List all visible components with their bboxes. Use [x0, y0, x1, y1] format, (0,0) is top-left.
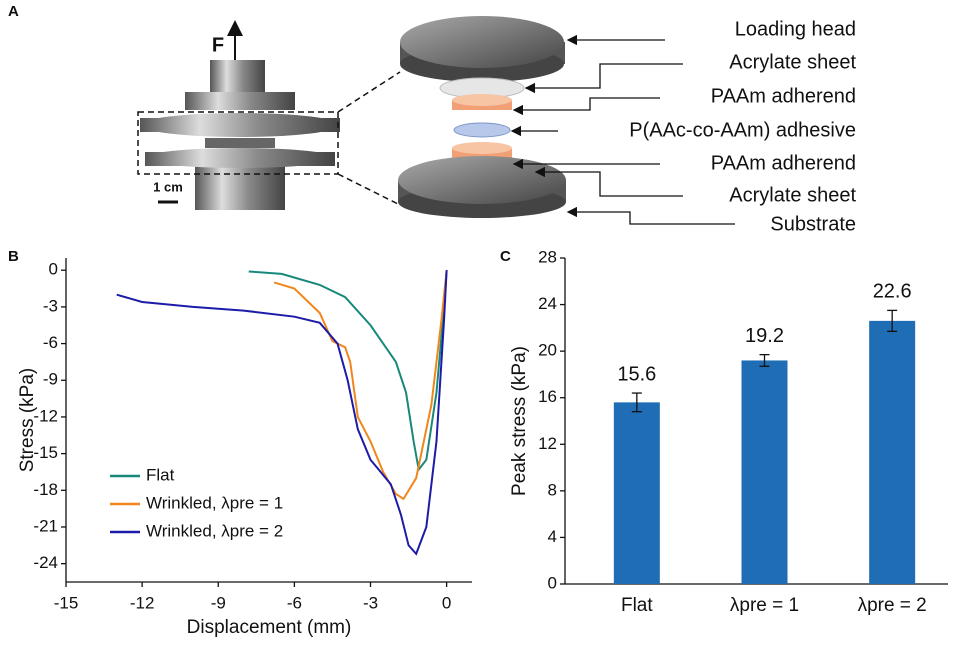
x-tick-label: -3 — [363, 593, 378, 612]
layer-label: Acrylate sheet — [729, 51, 856, 73]
scale-label: 1 cm — [153, 179, 183, 194]
panel-label: A — [8, 3, 19, 20]
y-axis-label: Stress (kPa) — [17, 368, 38, 473]
series-line — [116, 270, 448, 556]
y-tick-label: 24 — [538, 294, 557, 313]
legend-label: Wrinkled, λpre = 1 — [146, 493, 283, 512]
x-tick-label: Flat — [621, 595, 653, 616]
y-tick-label: -15 — [33, 443, 58, 462]
layer-label: P(AAc-co-AAm) adhesive — [629, 119, 856, 141]
layer-label: Substrate — [770, 213, 856, 235]
y-tick-label: -12 — [33, 406, 58, 425]
value-label: 22.6 — [873, 281, 912, 303]
y-tick-label: -6 — [43, 333, 58, 352]
y-tick-label: 28 — [538, 247, 557, 266]
y-tick-label: -21 — [33, 516, 58, 535]
layer-pointers — [510, 34, 735, 225]
y-tick-label: 4 — [548, 527, 557, 546]
x-tick-label: 0 — [442, 593, 451, 612]
bar — [741, 360, 788, 584]
zoom-line — [337, 71, 401, 113]
x-tick-label: λpre = 1 — [730, 595, 799, 616]
y-tick-label: 8 — [548, 480, 557, 499]
x-tick-label: -9 — [211, 593, 226, 612]
photo — [140, 60, 340, 210]
x-axis-label: Displacement (mm) — [187, 617, 352, 638]
zoom-box — [137, 111, 339, 175]
x-tick-label: -12 — [130, 593, 155, 612]
y-tick-label: -18 — [33, 480, 58, 499]
y-tick-label: 12 — [538, 434, 557, 453]
y-tick-label: 0 — [49, 260, 58, 279]
y-axis-label: Peak stress (kPa) — [509, 346, 530, 496]
panel-label: C — [500, 248, 511, 265]
bar — [869, 320, 916, 584]
x-tick-label: -6 — [287, 593, 302, 612]
y-tick-label: -9 — [43, 370, 58, 389]
y-tick-label: -3 — [43, 296, 58, 315]
force-label: F — [212, 34, 224, 56]
legend-label: Flat — [146, 465, 175, 484]
bar — [613, 402, 660, 584]
layer-label: Loading head — [735, 18, 856, 40]
value-label: 19.2 — [745, 325, 784, 347]
layer-label: Acrylate sheet — [729, 184, 856, 206]
layer-diagram — [398, 16, 566, 218]
zoom-line — [337, 173, 401, 206]
panel-label: B — [8, 248, 19, 265]
y-tick-label: 20 — [538, 341, 557, 360]
series-line — [248, 270, 448, 472]
layer-label: PAAm adherend — [711, 152, 856, 174]
y-tick-label: 0 — [548, 573, 557, 592]
y-tick-label: -24 — [33, 553, 58, 572]
legend-label: Wrinkled, λpre = 2 — [146, 521, 283, 540]
x-tick-label: -15 — [54, 593, 79, 612]
y-tick-label: 16 — [538, 387, 557, 406]
value-label: 15.6 — [617, 363, 656, 385]
x-tick-label: λpre = 2 — [858, 595, 927, 616]
series-line — [273, 270, 448, 501]
layer-label: PAAm adherend — [711, 85, 856, 107]
